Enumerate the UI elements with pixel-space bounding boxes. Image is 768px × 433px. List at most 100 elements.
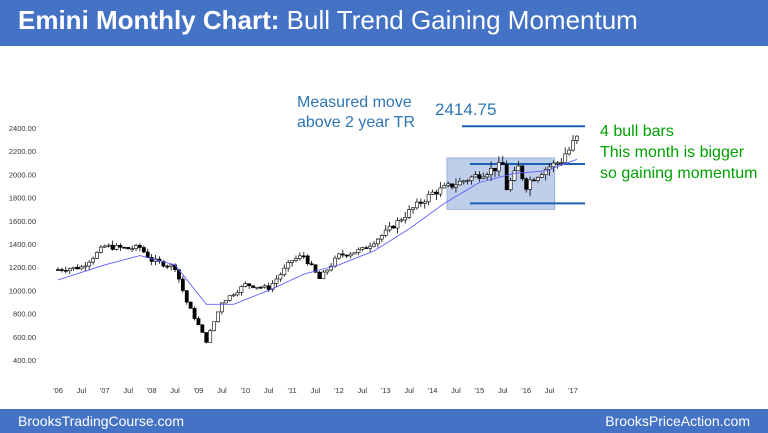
- y-tick-label: 2400.00: [9, 124, 36, 133]
- candle-body: [95, 252, 99, 259]
- candle-body: [551, 162, 556, 168]
- candle-body: [496, 162, 501, 172]
- candle-body: [301, 255, 306, 258]
- candle-body: [56, 269, 60, 271]
- candle-body: [262, 285, 267, 288]
- candle-body: [395, 220, 400, 229]
- candle-body: [329, 265, 334, 271]
- candle-body: [165, 265, 170, 268]
- candle-body: [344, 254, 349, 257]
- x-tick-label: '14: [428, 386, 438, 395]
- x-tick-label: '10: [240, 386, 250, 395]
- candle-body: [563, 153, 568, 163]
- candle-body: [118, 245, 123, 248]
- y-tick-label: 1400.00: [9, 240, 36, 249]
- candle-body: [340, 253, 345, 256]
- candle-body: [543, 169, 548, 175]
- candle-body: [169, 264, 174, 267]
- y-tick-label: 1200.00: [9, 263, 36, 272]
- title-bold: Emini Monthly Chart:: [18, 5, 280, 35]
- candle-body: [524, 178, 529, 190]
- candle-body: [83, 265, 88, 268]
- x-tick-label: '07: [100, 386, 110, 395]
- candle-body: [364, 247, 369, 249]
- candle-body: [360, 247, 365, 250]
- candle-body: [79, 266, 84, 270]
- x-tick-label: Jul: [217, 386, 227, 395]
- candle-body: [411, 207, 415, 210]
- candle-body: [571, 140, 575, 151]
- candle-body: [418, 201, 423, 204]
- y-tick-label: 800.00: [13, 310, 36, 319]
- price-chart: 2400.00 2200.00 2000.00 1800.00 1600.00 1400.…: [9, 124, 585, 395]
- target-value-label: 2414.75: [435, 100, 497, 119]
- candle-body: [422, 201, 427, 204]
- candle-body: [247, 283, 252, 287]
- candle-body: [243, 283, 248, 287]
- candle-body: [255, 286, 259, 289]
- candle-body: [141, 247, 146, 253]
- measured-move-line2: above 2 year TR: [297, 114, 415, 131]
- candle-body: [231, 294, 236, 297]
- candle-body: [60, 269, 64, 271]
- y-tick-label: 2200.00: [9, 147, 36, 156]
- x-tick-label: Jul: [311, 386, 321, 395]
- y-tick-label: 400.00: [13, 356, 36, 365]
- x-tick-label: Jul: [404, 386, 414, 395]
- y-tick-label: 1800.00: [9, 194, 36, 203]
- x-tick-label: '11: [287, 386, 296, 395]
- x-tick-label: '08: [147, 386, 157, 395]
- candle-body: [188, 301, 193, 309]
- candle-body: [204, 332, 209, 343]
- candle-body: [535, 176, 540, 181]
- candle-body: [426, 193, 431, 203]
- bull-note-line3: so gaining momentum: [600, 165, 758, 182]
- candle-body: [454, 184, 458, 188]
- bull-note-line2: This month is bigger: [600, 144, 745, 161]
- title-rest: Bull Trend Gaining Momentum: [286, 5, 638, 35]
- candle-body: [493, 168, 497, 172]
- candle-body: [516, 165, 521, 172]
- candle-body: [282, 267, 287, 275]
- x-tick-label: Jul: [123, 386, 133, 395]
- candle-body: [528, 179, 532, 190]
- candle-body: [180, 278, 185, 291]
- candle-body: [134, 245, 138, 250]
- candle-body: [430, 191, 435, 195]
- candle-body: [290, 260, 294, 263]
- y-tick-label: 1600.00: [9, 217, 36, 226]
- candle-body: [333, 257, 337, 267]
- candle-body: [99, 246, 103, 253]
- candle-body: [251, 285, 255, 288]
- x-tick-label: Jul: [170, 386, 180, 395]
- candle-body: [313, 264, 318, 273]
- candle-body: [161, 261, 166, 267]
- candle-body: [457, 180, 462, 186]
- x-tick-label: Jul: [77, 386, 87, 395]
- x-tick-label: '17: [568, 386, 578, 395]
- candle-body: [192, 308, 197, 319]
- candle-body: [481, 176, 486, 179]
- footer-left-site: BrooksTradingCourse.com: [18, 413, 184, 429]
- trading-range-box: [446, 157, 556, 210]
- candle-body: [278, 274, 283, 280]
- candle-body: [309, 263, 314, 266]
- candle-body: [485, 174, 490, 178]
- candle-body: [438, 187, 443, 195]
- y-tick-label: 2000.00: [9, 170, 36, 179]
- candle-body: [399, 219, 404, 222]
- candle-body: [258, 286, 263, 289]
- candle-body: [126, 247, 131, 250]
- x-tick-label: Jul: [451, 386, 461, 395]
- candle-body: [450, 183, 454, 188]
- candle-body: [216, 311, 220, 323]
- candle-body: [415, 201, 419, 209]
- candle-body: [219, 302, 224, 313]
- x-tick-label: '09: [194, 386, 204, 395]
- y-tick-label: 1000.00: [9, 286, 36, 295]
- candle-body: [270, 283, 275, 290]
- candle-body: [223, 300, 228, 304]
- candle-body: [102, 245, 107, 248]
- candle-body: [317, 271, 322, 279]
- candle-body: [446, 183, 451, 186]
